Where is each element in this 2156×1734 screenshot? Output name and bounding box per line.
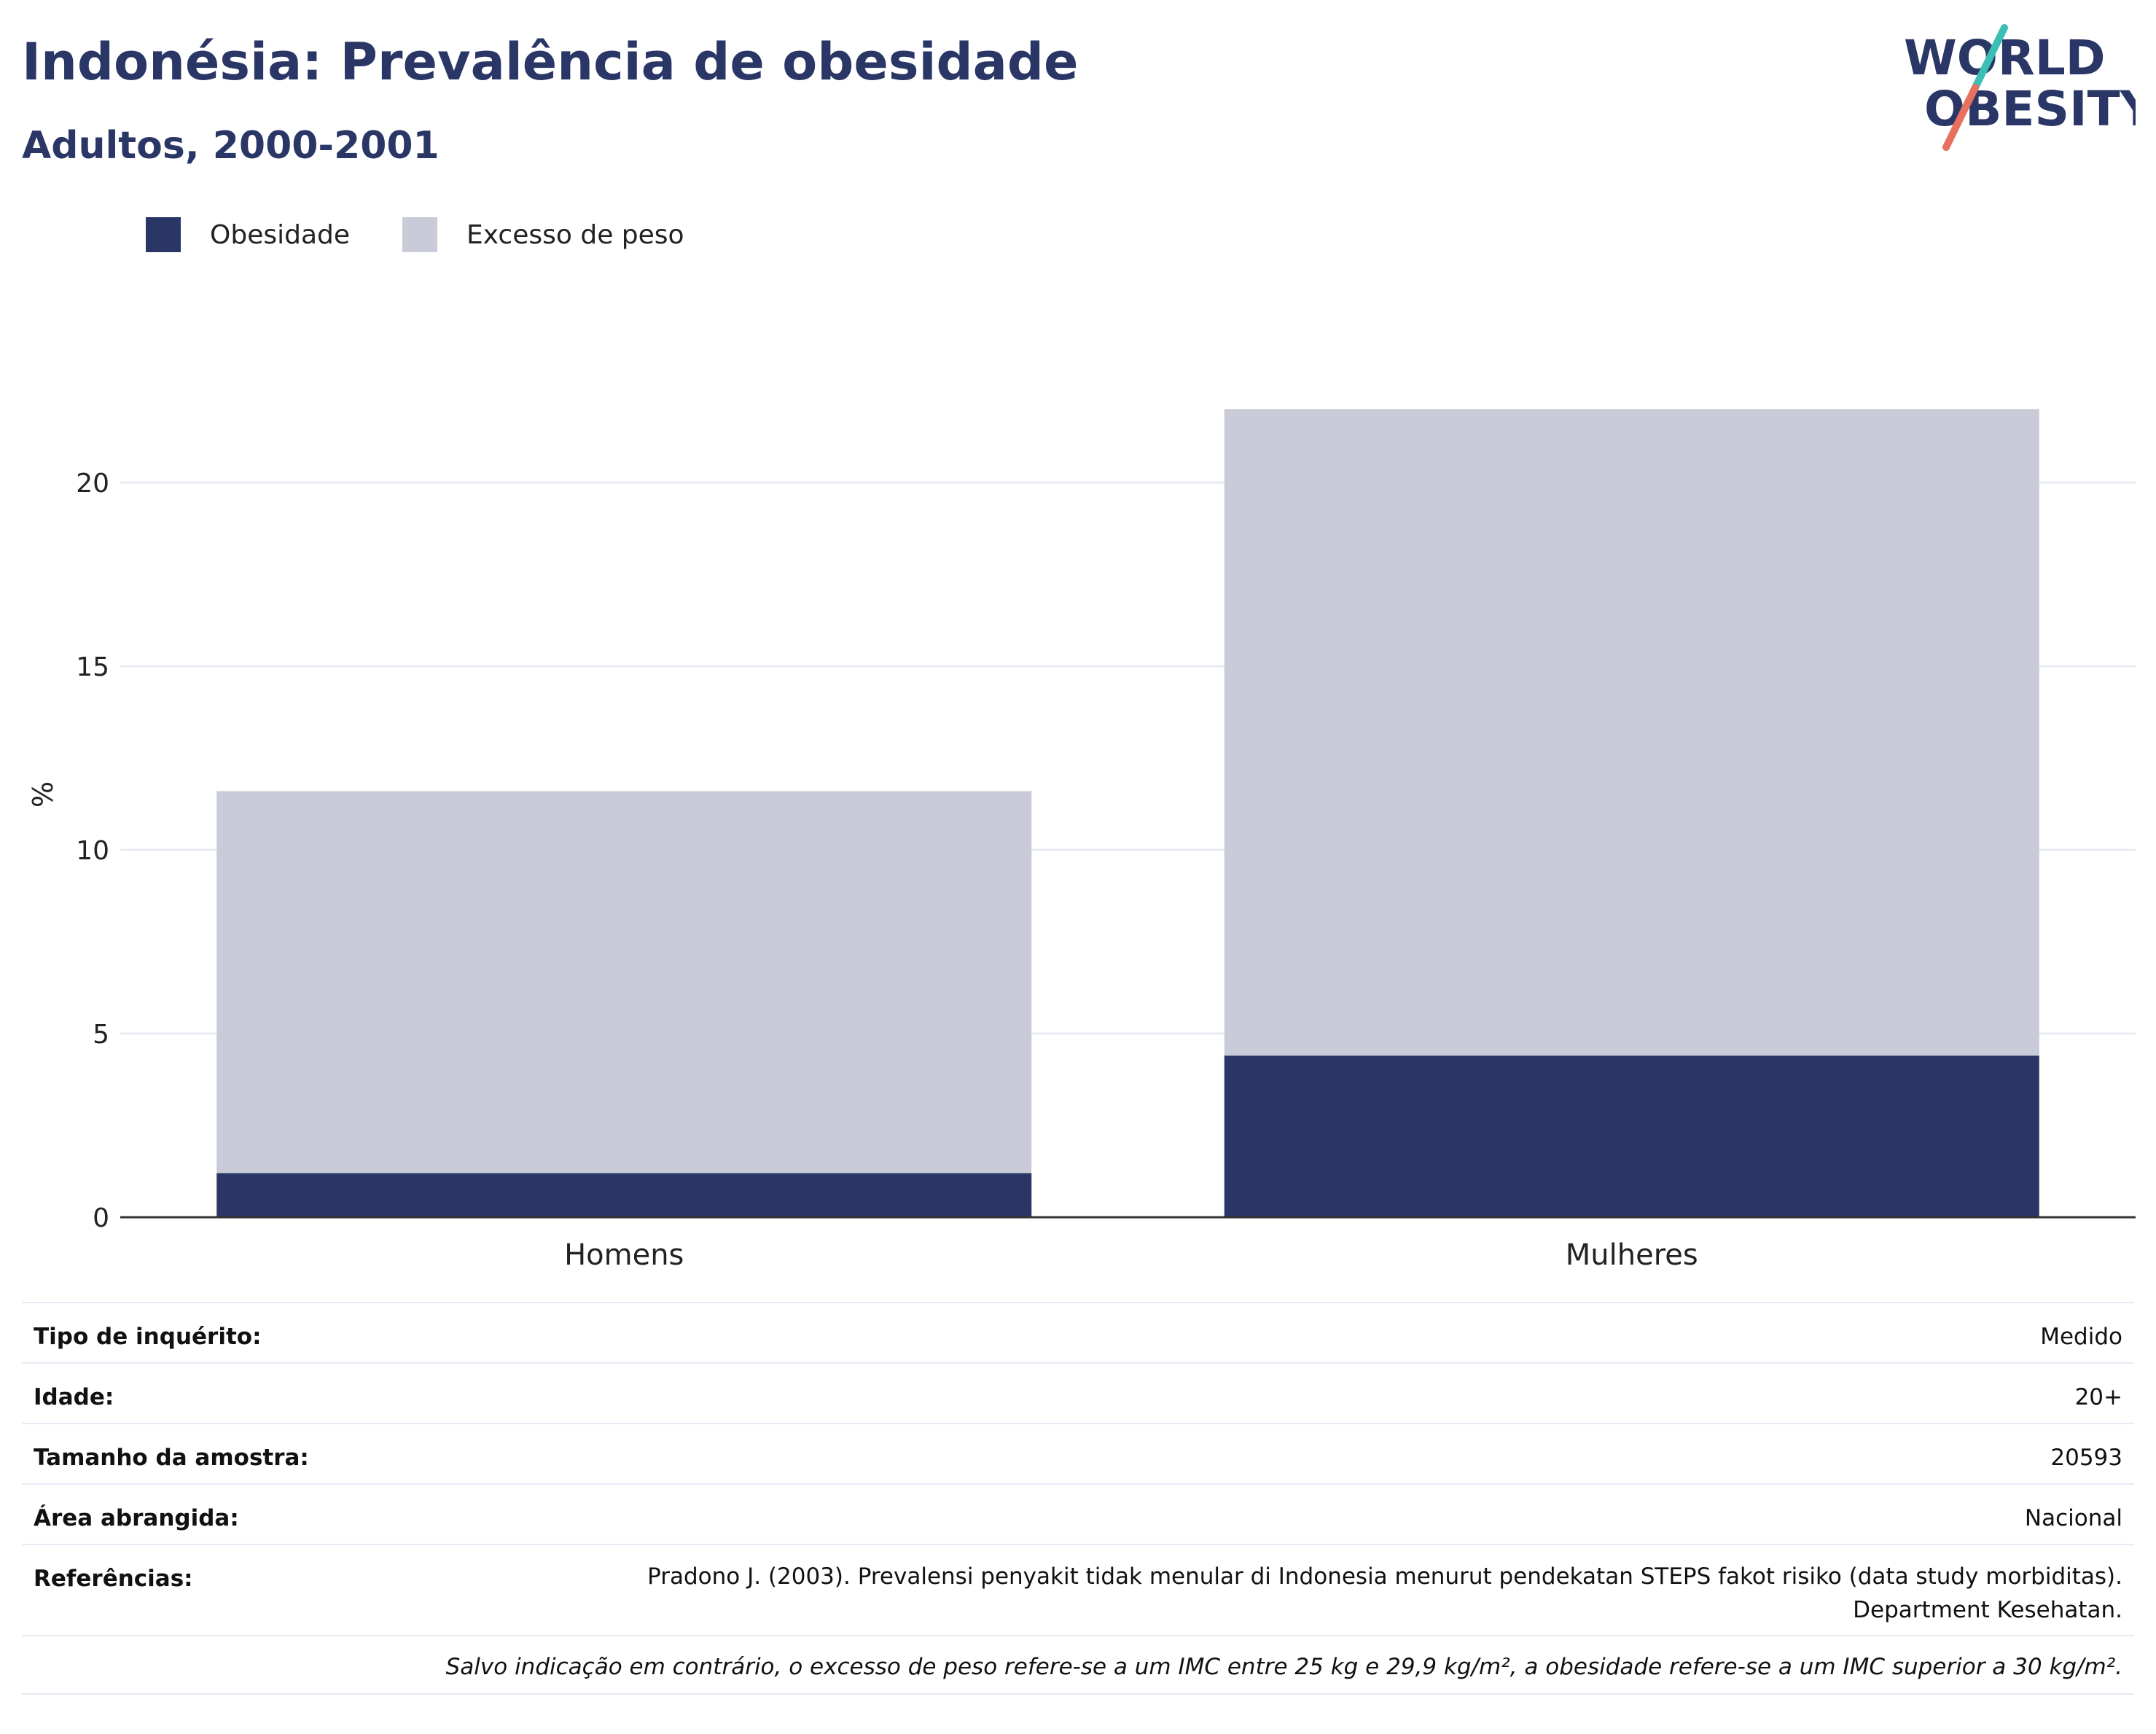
legend-label-overweight: Excesso de peso <box>466 219 684 250</box>
y-tick-label: 10 <box>76 836 109 866</box>
reference-line-1: Pradono J. (2003). Prevalensi penyakit t… <box>647 1563 2122 1590</box>
detail-label: Tipo de inquérito: <box>34 1324 262 1350</box>
detail-label: Tamanho da amostra: <box>34 1445 309 1471</box>
chart-title: Indonésia: Prevalência de obesidade <box>22 32 1079 92</box>
x-tick-label: Homens <box>564 1238 684 1272</box>
detail-label: Referências: <box>34 1566 193 1592</box>
survey-details: Tipo de inquérito: Medido Idade: 20+ Tam… <box>22 1302 2134 1695</box>
detail-value-reference: Pradono J. (2003). Prevalensi penyakit t… <box>647 1560 2122 1627</box>
detail-row-sample-size: Tamanho da amostra: 20593 <box>22 1423 2134 1483</box>
logo-line1: WORLD <box>1904 30 2106 86</box>
detail-label: Área abrangida: <box>34 1505 239 1531</box>
bar-chart: 0 5 10 15 20 Homens Mulheres % <box>27 409 2136 1272</box>
chart-subtitle: Adultos, 2000-2001 <box>22 124 440 168</box>
legend-item-obesity[interactable]: Obesidade <box>146 217 350 252</box>
y-tick-label: 15 <box>76 652 109 682</box>
detail-row-area: Área abrangida: Nacional <box>22 1483 2134 1544</box>
legend-item-overweight[interactable]: Excesso de peso <box>402 217 684 252</box>
detail-row-age: Idade: 20+ <box>22 1362 2134 1423</box>
world-obesity-logo: WORLD OBESITY <box>1904 24 2136 151</box>
detail-value: 20593 <box>2050 1445 2122 1471</box>
legend-swatch-overweight <box>402 217 438 252</box>
detail-row-survey-type: Tipo de inquérito: Medido <box>22 1302 2134 1362</box>
definition-note: Salvo indicação em contrário, o excesso … <box>22 1635 2134 1695</box>
reference-line-2: Department Kesehatan. <box>1853 1597 2122 1623</box>
detail-label: Idade: <box>34 1384 114 1410</box>
bar-overweight-homens[interactable] <box>216 791 1032 1173</box>
legend-swatch-obesity <box>146 217 181 252</box>
y-axis-label: % <box>27 781 59 808</box>
bar-obesity-mulheres[interactable] <box>1224 1055 2039 1217</box>
bar-obesity-homens[interactable] <box>216 1173 1032 1217</box>
detail-value: 20+ <box>2074 1384 2122 1410</box>
detail-value: Medido <box>2040 1324 2122 1350</box>
bar-overweight-mulheres[interactable] <box>1224 409 2039 1056</box>
x-tick-label: Mulheres <box>1566 1238 1698 1272</box>
bars-layer <box>216 409 2039 1217</box>
legend-label-obesity: Obesidade <box>210 219 351 250</box>
y-tick-label: 0 <box>93 1203 109 1233</box>
detail-row-references: Referências: Pradono J. (2003). Prevalen… <box>22 1544 2134 1635</box>
detail-value: Nacional <box>2024 1505 2122 1531</box>
y-tick-label: 5 <box>93 1020 109 1050</box>
axis-layer: 0 5 10 15 20 Homens Mulheres <box>76 469 2136 1272</box>
y-tick-label: 20 <box>76 469 109 499</box>
legend: Obesidade Excesso de peso <box>146 217 737 252</box>
